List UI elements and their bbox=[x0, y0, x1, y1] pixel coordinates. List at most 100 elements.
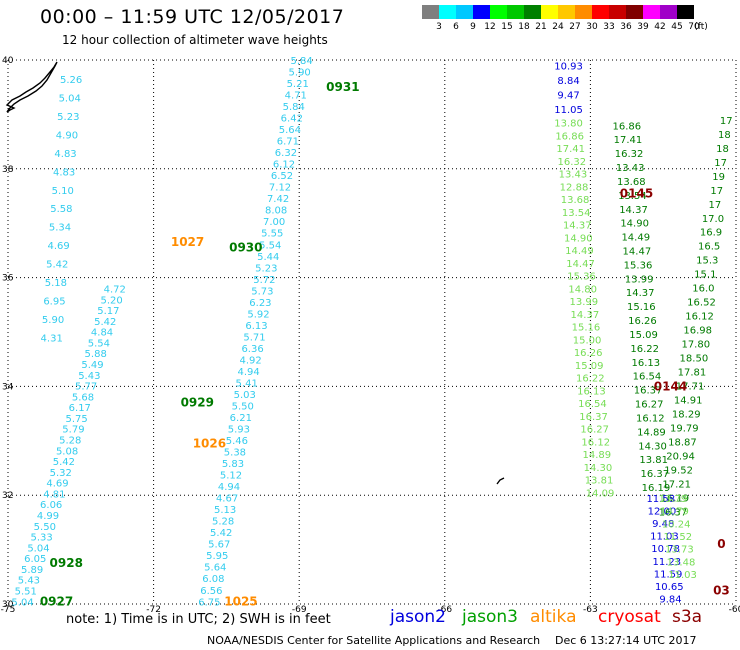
swh-value: 5.79 bbox=[62, 425, 84, 436]
legend-label-15: 15 bbox=[501, 22, 513, 32]
swh-value: 4.94 bbox=[238, 367, 260, 378]
swh-value: 5.42 bbox=[53, 457, 75, 468]
legend-swatch-33 bbox=[592, 5, 609, 19]
swh-value: 11.59 bbox=[654, 569, 683, 580]
swh-value: 18.29 bbox=[672, 410, 701, 421]
swh-value: 4.99 bbox=[37, 511, 59, 522]
swh-value: 5.46 bbox=[226, 436, 248, 447]
legend-swatch-18 bbox=[507, 5, 524, 19]
swh-value: 5.04 bbox=[11, 597, 33, 608]
lat-tick-label: 38 bbox=[2, 165, 14, 175]
swh-value: 16.0 bbox=[692, 284, 714, 295]
swh-value: 5.41 bbox=[236, 378, 258, 389]
swh-value: 14.09 bbox=[586, 488, 615, 499]
swh-value: 9.84 bbox=[659, 595, 681, 606]
legend-swatch-15 bbox=[490, 5, 507, 19]
swh-value: 17.41 bbox=[556, 144, 585, 155]
legend-label-27: 27 bbox=[569, 22, 581, 32]
track-0145: 16.86 17.41 16.32 13.43 13.68 13.54 14.37 14.90… bbox=[612, 121, 670, 494]
swh-value: 17.21 bbox=[662, 480, 691, 491]
swh-value: 14.37 bbox=[626, 288, 655, 299]
swh-value: 13.81 bbox=[639, 455, 668, 466]
swh-value: 14.30 bbox=[584, 463, 613, 474]
swh-value: 7.00 bbox=[263, 217, 285, 228]
swh-value: 6.36 bbox=[241, 344, 263, 355]
swh-value: 10.93 bbox=[554, 61, 583, 72]
swh-value: 17 bbox=[714, 158, 727, 169]
swh-value: 16.27 bbox=[580, 425, 609, 436]
swh-value: 16.54 bbox=[633, 372, 662, 383]
swh-value: 5.92 bbox=[247, 309, 269, 320]
swh-value: 6.71 bbox=[277, 137, 299, 148]
swh-value: 14.37 bbox=[619, 205, 648, 216]
swh-value: 13.68 bbox=[617, 177, 646, 188]
swh-value: 18.87 bbox=[668, 438, 697, 449]
swh-value: 6.52 bbox=[271, 171, 293, 182]
swh-value: 16.52 bbox=[687, 298, 716, 309]
swh-value: 5.23 bbox=[57, 112, 79, 123]
swh-value: 15.36 bbox=[624, 260, 653, 271]
swh-value: 18 bbox=[718, 130, 731, 141]
swh-value: 17 bbox=[708, 200, 721, 211]
island-path bbox=[496, 477, 505, 485]
swh-value: 6.13 bbox=[245, 321, 267, 332]
pass-time-label: 0929 bbox=[181, 396, 214, 410]
swh-value: 10.24 bbox=[662, 519, 691, 530]
swh-value: 11.03 bbox=[668, 570, 697, 581]
lat-tick-label: 32 bbox=[2, 491, 13, 501]
swh-value: 5.75 bbox=[65, 414, 87, 425]
legend-swatch-70 bbox=[677, 5, 694, 19]
map-grid bbox=[7, 59, 737, 605]
legend-swatch-27 bbox=[558, 5, 575, 19]
swh-value: 16.12 bbox=[685, 312, 714, 323]
legend-label-30: 30 bbox=[586, 22, 598, 32]
swh-value: 14.49 bbox=[621, 233, 650, 244]
legend-label-21: 21 bbox=[535, 22, 547, 32]
swh-value: 14.37 bbox=[563, 221, 592, 232]
swh-value: 10.65 bbox=[655, 582, 684, 593]
pass-time-label: 0930 bbox=[229, 241, 262, 255]
legend-swatch-21 bbox=[524, 5, 541, 19]
swh-value: 4.94 bbox=[218, 482, 240, 493]
pass-time-label: 0927 bbox=[40, 594, 73, 608]
swh-value: 14.30 bbox=[638, 441, 667, 452]
swh-value: 15.09 bbox=[629, 330, 658, 341]
swh-value: 14.91 bbox=[674, 396, 703, 407]
swh-value: 4.83 bbox=[54, 149, 76, 160]
swh-value: 17.41 bbox=[614, 135, 643, 146]
swh-value: 5.68 bbox=[72, 392, 94, 403]
swh-value: 4.69 bbox=[47, 241, 69, 252]
swh-value: 5.72 bbox=[253, 275, 275, 286]
swh-value: 4.83 bbox=[53, 167, 75, 178]
swh-value: 5.67 bbox=[208, 540, 230, 551]
swh-value: 15.09 bbox=[575, 361, 604, 372]
lat-tick-label: 30 bbox=[2, 600, 14, 610]
swh-value: 5.33 bbox=[31, 533, 53, 544]
swh-value: 7.42 bbox=[267, 194, 289, 205]
swh-value: 6.23 bbox=[249, 298, 271, 309]
swh-value: 11.52 bbox=[663, 532, 692, 543]
swh-value: 5.42 bbox=[210, 528, 232, 539]
lat-tick-label: 36 bbox=[2, 274, 14, 284]
swh-value: 4.81 bbox=[43, 489, 65, 500]
lon-tick-label: -72 bbox=[146, 605, 161, 615]
legend-swatch-45 bbox=[660, 5, 677, 19]
swh-value: 5.64 bbox=[204, 563, 226, 574]
swh-value: 14.90 bbox=[620, 219, 649, 230]
track-0927-a: 5.26 5.04 5.23 4.90 4.83 4.83 5.10 5.58 5.34 4.69… bbox=[41, 75, 83, 344]
swh-value: 4.92 bbox=[239, 355, 261, 366]
swh-value: 14.79 bbox=[660, 507, 689, 518]
swh-value: 5.04 bbox=[27, 543, 49, 554]
swh-value: 5.84 bbox=[290, 56, 312, 67]
legend-swatch-30 bbox=[575, 5, 592, 19]
legend-swatch-3 bbox=[422, 5, 439, 19]
swh-value: 19 bbox=[712, 172, 725, 183]
pass-time-label: 1026 bbox=[193, 437, 226, 451]
coastline bbox=[5, 61, 505, 485]
swh-value: 4.84 bbox=[91, 328, 113, 339]
swh-value: 14.37 bbox=[571, 310, 600, 321]
swh-value: 16.86 bbox=[612, 121, 641, 132]
legend-label-3: 3 bbox=[436, 22, 442, 32]
swh-value: 13.99 bbox=[625, 274, 654, 285]
